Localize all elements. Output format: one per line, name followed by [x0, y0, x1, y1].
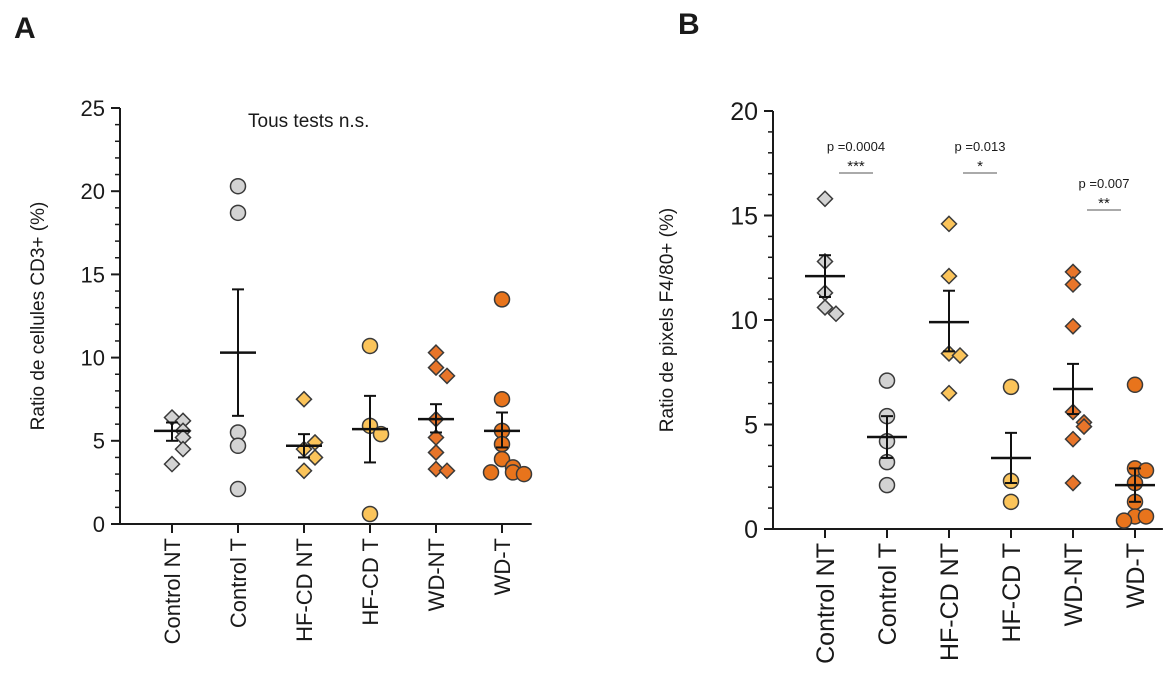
- p-value-label-2: p =0.007: [1079, 176, 1130, 191]
- data-point-wd-t-a: [515, 465, 533, 483]
- chart-a: 0 5 10 15 20 25 Ratio de cellules CD3+ (%) Tous…: [28, 96, 533, 644]
- data-point-wd-nt-b: [1064, 430, 1082, 448]
- y-tick-label-a: 25: [81, 96, 105, 121]
- panel-label-b: B: [678, 8, 700, 41]
- y-tick-label-b: 0: [744, 516, 758, 544]
- data-point-hf-cd-nt-a: [295, 390, 313, 408]
- data-point-control-nt-b: [816, 190, 834, 208]
- x-tick-label-wd-t-b: WD-T: [1122, 543, 1150, 608]
- data-point-hf-cd-nt-b: [940, 267, 958, 285]
- x-tick-label-hf-cd-t-a: HF-CD T: [358, 538, 383, 626]
- y-axis-title-b: Ratio de pixels F4/80+ (%): [657, 208, 678, 432]
- annotation-text: Tous tests n.s.: [248, 111, 369, 132]
- x-tick-label-wd-nt-a: WD-NT: [424, 538, 449, 611]
- data-point-wd-t-a: [493, 450, 511, 468]
- x-tick-label-control-t-b: Control T: [874, 543, 902, 645]
- data-point-control-t-a: [229, 480, 247, 498]
- y-tick-label-b: 15: [730, 203, 758, 231]
- data-point-control-t-b: [878, 372, 896, 389]
- panel-label-a: A: [14, 12, 36, 45]
- data-point-hf-cd-nt-b: [940, 215, 958, 233]
- data-point-wd-nt-a: [427, 460, 445, 478]
- y-tick-label-b: 20: [730, 98, 758, 126]
- y-tick-label-b: 10: [730, 307, 758, 335]
- data-point-control-t-a: [229, 177, 247, 195]
- data-point-hf-cd-t-b: [1002, 493, 1020, 511]
- y-tick-label-a: 15: [81, 262, 105, 287]
- data-point-wd-nt-a: [438, 367, 456, 385]
- x-tick-label-control-nt-a: Control NT: [160, 538, 185, 644]
- data-point-wd-nt-b: [1064, 317, 1082, 335]
- data-point-wd-t-b: [1137, 508, 1155, 525]
- data-point-wd-t-b: [1126, 376, 1144, 394]
- data-point-hf-cd-t-a: [361, 337, 379, 355]
- x-tick-label-hf-cd-nt-b: HF-CD NT: [936, 543, 964, 661]
- data-point-wd-nt-b: [1075, 418, 1093, 436]
- x-tick-label-control-t-a: Control T: [226, 538, 251, 628]
- data-point-hf-cd-t-a: [361, 505, 379, 523]
- data-point-wd-nt-a: [427, 443, 445, 462]
- data-point-wd-t-a: [482, 464, 500, 481]
- x-tick-label-wd-nt-b: WD-NT: [1060, 543, 1088, 626]
- p-value-label-1: p =0.013: [955, 139, 1006, 154]
- data-point-wd-nt-a: [427, 344, 445, 362]
- p-value-label-0: p =0.0004: [827, 139, 885, 154]
- data-point-hf-cd-nt-b: [951, 346, 969, 365]
- data-point-wd-nt-a: [427, 359, 445, 377]
- data-point-control-nt-a: [163, 455, 181, 473]
- data-point-control-t-a: [229, 437, 247, 455]
- data-point-wd-nt-a: [438, 462, 456, 480]
- data-point-wd-t-b: [1115, 512, 1133, 529]
- x-tick-label-hf-cd-t-b: HF-CD T: [998, 543, 1026, 643]
- x-tick-label-hf-cd-nt-a: HF-CD NT: [292, 538, 317, 642]
- data-point-control-nt-b: [827, 305, 845, 323]
- y-tick-label-a: 10: [81, 346, 105, 371]
- data-point-control-nt-a: [174, 440, 192, 458]
- y-tick-label-a: 20: [81, 179, 105, 204]
- chart-b: 0 5 10 15 20 Ratio de pixels F4/80+ (%) Contro…: [657, 98, 1163, 664]
- significance-stars-0: ***: [847, 158, 865, 175]
- data-point-hf-cd-t-b: [1002, 378, 1020, 396]
- data-point-control-t-a: [229, 204, 247, 222]
- data-point-hf-cd-nt-a: [306, 448, 324, 467]
- data-point-hf-cd-nt-b: [940, 384, 958, 402]
- x-tick-label-control-nt-b: Control NT: [812, 543, 840, 664]
- data-point-control-t-b: [878, 476, 896, 494]
- significance-stars-1: *: [977, 158, 983, 175]
- y-tick-label-a: 0: [93, 512, 105, 537]
- x-tick-label-wd-t-a: WD-T: [490, 538, 515, 595]
- data-point-wd-t-b: [1137, 462, 1155, 479]
- significance-stars-2: **: [1098, 195, 1110, 212]
- data-point-control-nt-b: [816, 298, 834, 317]
- y-axis-title-a: Ratio de cellules CD3+ (%): [28, 202, 49, 431]
- data-point-wd-nt-b: [1064, 275, 1082, 294]
- data-point-wd-nt-b: [1064, 474, 1082, 492]
- data-point-wd-t-a: [493, 291, 511, 308]
- data-point-hf-cd-nt-a: [295, 462, 313, 480]
- data-point-wd-t-a: [493, 390, 511, 408]
- y-tick-label-b: 5: [744, 412, 758, 440]
- y-tick-label-a: 5: [93, 429, 105, 454]
